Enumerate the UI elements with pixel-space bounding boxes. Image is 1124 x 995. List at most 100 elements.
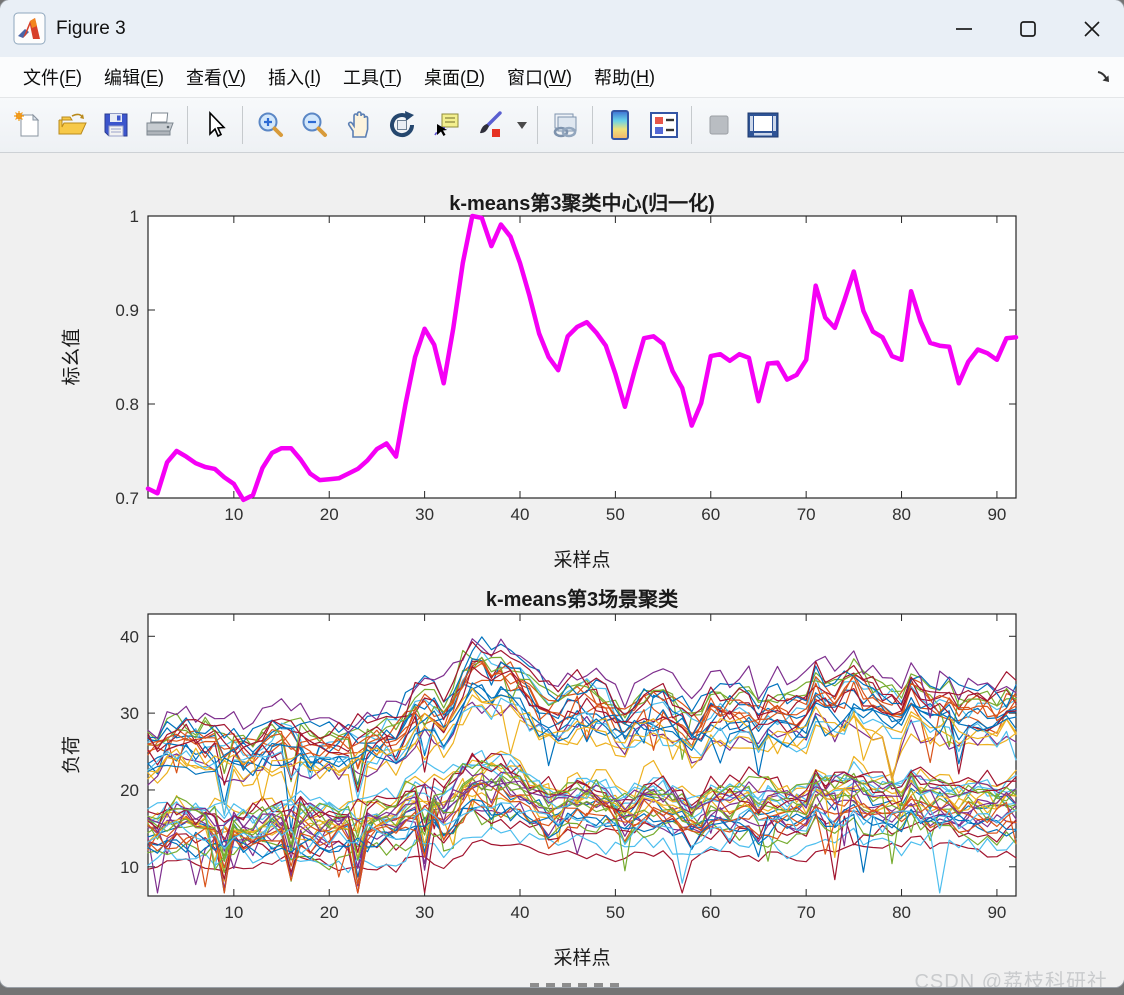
dock-plot-tools-icon bbox=[747, 112, 779, 138]
bottom-chart-ylabel: 负荷 bbox=[61, 735, 83, 775]
x-tick-label: 50 bbox=[606, 505, 625, 524]
figure-canvas: 10 20 30 40 50 60 70 80 90 0.7 0.8 0.9 1 10 20 30 40 50 60… bbox=[0, 153, 1124, 987]
scenario-line bbox=[147, 782, 1017, 894]
toolbar-separator bbox=[187, 106, 188, 144]
watermark: CSDN @荔枝科研社 bbox=[914, 971, 1108, 987]
scenario-line bbox=[147, 704, 1017, 834]
toolbar-separator bbox=[537, 106, 538, 144]
x-tick-label: 90 bbox=[987, 903, 1006, 922]
scenario-line bbox=[147, 761, 1017, 862]
window-controls bbox=[932, 0, 1124, 57]
x-tick-label: 30 bbox=[415, 505, 434, 524]
scenario-line bbox=[147, 657, 1017, 770]
menu-item-D[interactable]: 桌面(D) bbox=[424, 66, 486, 89]
plot-tools-off-button[interactable] bbox=[697, 103, 741, 147]
minimize-button[interactable] bbox=[932, 0, 996, 57]
x-tick-label: 80 bbox=[892, 505, 911, 524]
menubar: 文件(F) 编辑(E) 查看(V) 插入(I) 工具(T) 桌面(D) 窗口(W) 帮助(H) bbox=[0, 57, 1124, 98]
y-tick-label: 30 bbox=[120, 704, 139, 723]
titlebar[interactable]: Figure 3 bbox=[0, 0, 1124, 57]
zoom-out-icon bbox=[302, 112, 327, 137]
plot-box bbox=[148, 614, 1016, 896]
scenario-line bbox=[147, 665, 1017, 793]
x-tick-label: 60 bbox=[701, 903, 720, 922]
scenario-line bbox=[147, 750, 1017, 843]
new-figure-button[interactable] bbox=[6, 103, 50, 147]
dock-arrow-icon[interactable] bbox=[1094, 66, 1114, 91]
y-tick-label: 0.7 bbox=[115, 489, 139, 508]
pan-hand-button[interactable] bbox=[336, 103, 380, 147]
print-button[interactable] bbox=[138, 103, 182, 147]
axes-box bbox=[147, 215, 1017, 499]
scenario-line bbox=[147, 684, 1017, 776]
scenario-line bbox=[147, 662, 1017, 766]
menu-item-V[interactable]: 查看(V) bbox=[186, 66, 247, 89]
x-tick-label: 10 bbox=[224, 903, 243, 922]
close-button[interactable] bbox=[1060, 0, 1124, 57]
y-tick-label: 20 bbox=[120, 781, 139, 800]
toolbar-separator bbox=[691, 106, 692, 144]
x-tick-label: 20 bbox=[320, 505, 339, 524]
pan-hand-icon bbox=[347, 111, 369, 138]
insert-legend-button[interactable] bbox=[642, 103, 686, 147]
scenario-line bbox=[147, 802, 1017, 884]
x-tick-label: 40 bbox=[511, 505, 530, 524]
scenario-line bbox=[147, 687, 1017, 802]
rotate-3d-icon bbox=[390, 111, 415, 138]
scenario-line bbox=[147, 658, 1017, 773]
scenario-line bbox=[147, 778, 1017, 847]
dock-plot-tools-button[interactable] bbox=[741, 103, 785, 147]
save-icon bbox=[104, 113, 128, 137]
minimize-icon bbox=[956, 27, 972, 30]
maximize-button[interactable] bbox=[996, 0, 1060, 57]
bottom-chart-xlabel: 采样点 bbox=[553, 948, 611, 969]
cursor-arrow-button[interactable] bbox=[193, 103, 237, 147]
plot-tools-off-icon bbox=[709, 115, 729, 135]
brush-button[interactable] bbox=[468, 103, 512, 147]
link-plot-button[interactable] bbox=[543, 103, 587, 147]
scenario-line bbox=[147, 694, 1017, 781]
matlab-icon bbox=[13, 12, 46, 45]
zoom-in-button[interactable] bbox=[248, 103, 292, 147]
close-icon bbox=[1084, 20, 1100, 37]
menu-item-T[interactable]: 工具(T) bbox=[343, 66, 403, 89]
y-tick-label: 10 bbox=[120, 858, 139, 877]
scenario-line bbox=[147, 835, 1017, 894]
x-tick-label: 30 bbox=[415, 903, 434, 922]
menu-item-W[interactable]: 窗口(W) bbox=[507, 66, 573, 89]
y-tick-label: 40 bbox=[120, 627, 139, 646]
link-plot-icon bbox=[553, 113, 577, 138]
data-cursor-icon bbox=[434, 113, 459, 136]
bottom-chart-title: k-means第3场景聚类 bbox=[485, 589, 679, 611]
x-tick-label: 20 bbox=[320, 903, 339, 922]
scenario-line bbox=[147, 641, 1017, 750]
x-tick-label: 50 bbox=[606, 903, 625, 922]
menu-item-I[interactable]: 插入(I) bbox=[268, 66, 322, 89]
maximize-icon bbox=[1020, 20, 1036, 37]
brush-icon bbox=[480, 111, 502, 137]
menu-item-E[interactable]: 编辑(E) bbox=[104, 66, 165, 89]
scenario-line bbox=[147, 802, 1017, 873]
print-icon bbox=[146, 112, 174, 136]
x-tick-label: 70 bbox=[797, 505, 816, 524]
brush-dropdown-button[interactable] bbox=[512, 103, 532, 147]
rotate-3d-button[interactable] bbox=[380, 103, 424, 147]
x-tick-label: 10 bbox=[224, 505, 243, 524]
scenario-line bbox=[147, 759, 1017, 871]
x-tick-label: 90 bbox=[987, 505, 1006, 524]
data-cursor-button[interactable] bbox=[424, 103, 468, 147]
toolbar-separator bbox=[242, 106, 243, 144]
save-button[interactable] bbox=[94, 103, 138, 147]
open-file-button[interactable] bbox=[50, 103, 94, 147]
charts-svg: 10 20 30 40 50 60 70 80 90 0.7 0.8 0.9 1 10 20 30 40 50 60… bbox=[115, 207, 1019, 922]
zoom-out-button[interactable] bbox=[292, 103, 336, 147]
x-tick-label: 60 bbox=[701, 505, 720, 524]
menu-item-F[interactable]: 文件(F) bbox=[23, 66, 82, 89]
insert-colorbar-button[interactable] bbox=[598, 103, 642, 147]
top-chart-ylabel: 标幺值 bbox=[61, 328, 83, 386]
x-tick-label: 80 bbox=[892, 903, 911, 922]
y-tick-label: 0.9 bbox=[115, 301, 139, 320]
new-figure-icon bbox=[14, 111, 40, 137]
menu-item-H[interactable]: 帮助(H) bbox=[594, 66, 656, 89]
